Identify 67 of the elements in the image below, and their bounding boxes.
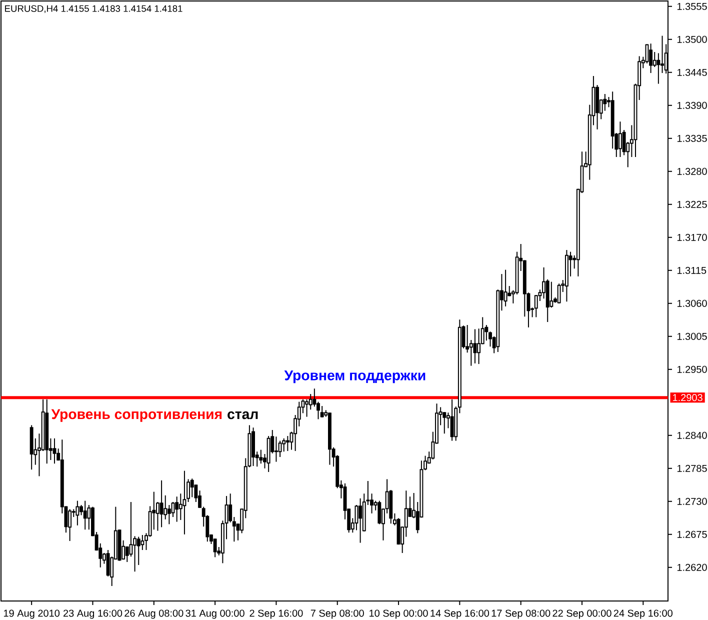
x-tick-label: 7 Sep 08:00 (310, 610, 364, 619)
x-tick-label: 31 Aug 00:00 (186, 610, 244, 619)
x-tick-label: 19 Aug 2010 (4, 610, 60, 619)
y-tick-label: 1.3225 (677, 200, 707, 208)
y-tick-label: 1.3005 (677, 332, 707, 340)
candlestick (286, 435, 290, 452)
candlestick (213, 538, 217, 558)
candlestick (182, 470, 186, 535)
candlestick (473, 328, 477, 364)
candlestick (175, 496, 179, 522)
ref-line-label: 1.2903 (673, 394, 702, 402)
chart-title: EURUSD,H4 1.4155 1.4183 1.4154 1.4181 (5, 5, 182, 13)
annotation: Уровень сопротивления (51, 409, 222, 422)
candlestick (274, 436, 278, 462)
x-tick-label: 17 Sep 08:00 (492, 610, 550, 619)
candlestick (450, 398, 454, 442)
candlestick (618, 121, 622, 158)
candlestick (656, 52, 660, 84)
y-tick-label: 1.3445 (677, 68, 707, 76)
candlestick (167, 504, 171, 525)
annotation: Уровнем поддержки (284, 370, 426, 384)
y-tick-label: 1.3555 (677, 2, 707, 10)
x-tick-label: 24 Sep 16:00 (614, 610, 672, 619)
y-tick-label: 1.3390 (677, 102, 707, 109)
candlestick (171, 501, 175, 518)
y-tick-label: 1.2840 (677, 432, 707, 439)
y-tick-label: 1.2785 (677, 464, 707, 472)
x-tick-label: 26 Aug 08:00 (124, 610, 184, 619)
y-tick-label: 1.2620 (677, 564, 707, 571)
candlestick (358, 498, 362, 544)
x-tick-label: 10 Sep 00:00 (370, 610, 428, 619)
candlestick (378, 500, 382, 525)
candlestick (278, 440, 282, 458)
candlestick (83, 500, 87, 530)
x-tick-label: 2 Sep 16:00 (250, 610, 303, 619)
candlestick (550, 281, 554, 308)
candlestick (140, 534, 144, 550)
x-tick-label: 22 Sep 00:00 (552, 610, 612, 619)
candlestick (557, 283, 561, 304)
annotation: стал (228, 411, 258, 420)
candlestick (129, 501, 133, 558)
y-tick-label: 1.2675 (677, 530, 707, 538)
y-tick-label: 1.3170 (677, 234, 707, 241)
y-tick-label: 1.3060 (677, 300, 707, 307)
candlestick (504, 269, 508, 307)
y-tick-label: 1.3115 (677, 266, 706, 274)
candlestick (649, 43, 653, 74)
y-tick-label: 1.2950 (677, 366, 707, 373)
candlestick (603, 93, 607, 112)
candlestick (354, 504, 358, 531)
candlestick (477, 328, 481, 364)
x-tick-label: 14 Sep 16:00 (430, 610, 490, 619)
candlestick (52, 438, 56, 464)
candlestick (312, 388, 316, 408)
y-tick-label: 1.3500 (677, 36, 707, 43)
y-tick-label: 1.3280 (677, 168, 707, 175)
candlestick (320, 405, 324, 418)
candlestick (76, 500, 80, 526)
y-tick-label: 1.3335 (677, 134, 707, 142)
candlestick (160, 480, 164, 528)
candlestick (442, 411, 446, 434)
candlestick (190, 478, 194, 498)
candlestick (259, 449, 263, 464)
y-tick-label: 1.2730 (677, 498, 707, 505)
candlestick (68, 508, 72, 542)
x-tick-label: 23 Aug 16:00 (63, 610, 122, 619)
candlestick (305, 398, 309, 418)
